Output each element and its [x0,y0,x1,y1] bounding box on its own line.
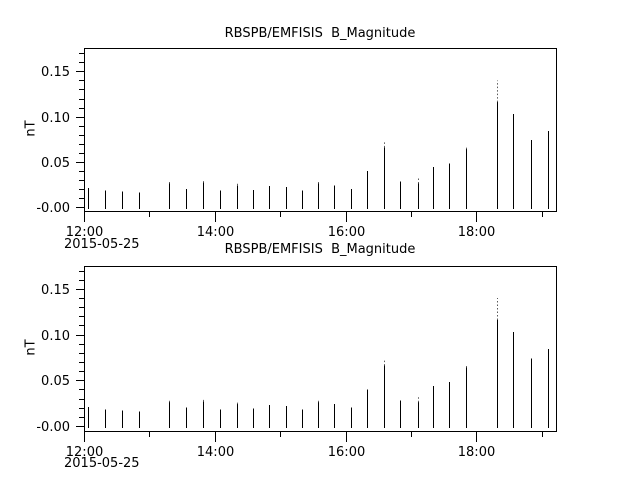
bottom-x-tick-label: 18:00 [458,445,495,460]
bottom-plot-date-label: 2015-05-25 [64,456,140,471]
top-y-tick-label: 0.10 [41,111,70,126]
top-x-tick-label: 12:00 [66,225,103,240]
top-plot-frame [84,48,557,212]
bottom-plot-title: RBSPB/EMFISIS B_Magnitude [224,242,416,257]
top-x-tick-label: 14:00 [197,225,234,240]
bottom-y-tick-label: 0.05 [41,374,70,389]
top-plot-title: RBSPB/EMFISIS B_Magnitude [224,26,416,41]
top-x-tick-label: 16:00 [328,225,365,240]
bottom-x-tick-label: 14:00 [197,445,234,460]
top-x-tick-label: 18:00 [458,225,495,240]
top-y-tick-label: 0.05 [41,156,70,171]
top-y-tick-label: -0.00 [36,201,70,216]
bottom-x-tick-label: 16:00 [328,445,365,460]
bottom-y-tick-label: 0.15 [41,283,70,298]
bottom-y-tick-label: -0.00 [36,420,70,435]
bottom-x-tick-label: 12:00 [66,445,103,460]
bottom-y-tick-label: 0.10 [41,329,70,344]
top-y-tick-label: 0.15 [41,65,70,80]
top-plot-date-label: 2015-05-25 [64,237,140,252]
bottom-plot-frame [84,266,557,432]
